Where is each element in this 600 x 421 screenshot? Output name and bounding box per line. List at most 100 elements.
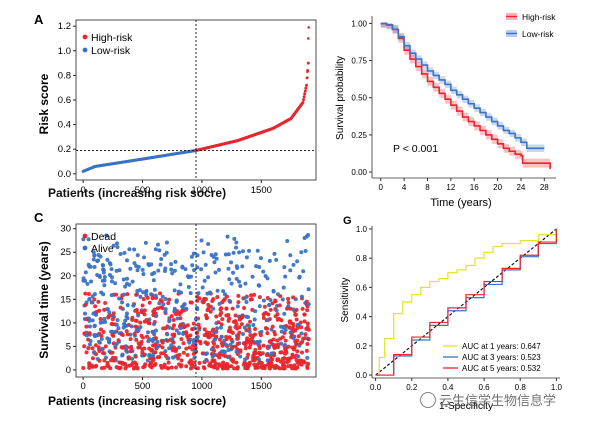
panel-c-point bbox=[230, 330, 235, 335]
panel-c-point bbox=[149, 292, 154, 297]
panel-c-point bbox=[274, 257, 279, 262]
panel-c-point bbox=[246, 352, 251, 357]
panel-c-point bbox=[243, 296, 248, 301]
panel-c-point bbox=[290, 352, 295, 357]
panel-c-point bbox=[155, 344, 160, 349]
panel-b-xtick-label: 24 bbox=[516, 183, 525, 192]
panel-c-point bbox=[179, 337, 184, 342]
panel-c-point bbox=[151, 278, 156, 283]
panel-c-point bbox=[210, 299, 215, 304]
panel-c-point bbox=[92, 292, 97, 297]
panel-c-point bbox=[208, 309, 213, 314]
panel-c-point bbox=[131, 303, 136, 308]
panel-c-point bbox=[174, 347, 179, 352]
panel-c-point bbox=[268, 307, 273, 312]
panel-c-point bbox=[301, 269, 306, 274]
panel-g-ytick-label: 0.6 bbox=[356, 283, 368, 292]
panel-c-point bbox=[193, 345, 198, 350]
panel-c-point bbox=[115, 241, 120, 246]
panel-c-point bbox=[129, 362, 134, 367]
panel-c-point bbox=[218, 307, 223, 312]
panel-c-point bbox=[270, 357, 275, 362]
panel-a-legend-low-marker bbox=[82, 47, 88, 53]
panel-c-point bbox=[304, 348, 309, 353]
panel-c-point bbox=[178, 326, 183, 331]
panel-c-point bbox=[193, 317, 198, 322]
panel-c-point bbox=[189, 366, 194, 371]
panel-c-point bbox=[162, 362, 167, 367]
panel-g-xtick-label: 0.0 bbox=[370, 383, 382, 392]
panel-c-point bbox=[178, 310, 183, 315]
panel-c-point bbox=[188, 300, 193, 305]
panel-c-point bbox=[282, 331, 287, 336]
panel-c-point bbox=[234, 276, 239, 281]
panel-c-point bbox=[133, 354, 138, 359]
panel-c-point bbox=[155, 306, 160, 311]
panel-c-point bbox=[183, 324, 188, 329]
panel-c-point bbox=[120, 300, 125, 305]
panel-c-point bbox=[222, 350, 227, 355]
panel-c-point bbox=[299, 362, 304, 367]
panel-a-xtick-label: 1000 bbox=[191, 185, 212, 196]
panel-c-point bbox=[305, 341, 310, 346]
panel-a-risk-score: A Patients (increasing risk socre) Risk … bbox=[34, 12, 317, 200]
panel-c-point bbox=[93, 312, 98, 317]
panel-g-ytick-label: 1.0 bbox=[356, 225, 368, 234]
panel-c-point bbox=[120, 353, 125, 358]
panel-c-point bbox=[136, 328, 141, 333]
panel-g-roc: G 1-Specificity Sensitivity 0.0 0.2 0.4 0.6… bbox=[340, 215, 562, 412]
panel-c-point bbox=[262, 311, 267, 316]
panel-c-point bbox=[270, 342, 275, 347]
panel-c-xtick-label: 1000 bbox=[191, 381, 212, 392]
panel-c-point bbox=[143, 362, 148, 367]
panel-c-point bbox=[99, 333, 104, 338]
panel-c-point bbox=[178, 282, 183, 287]
panel-c-point bbox=[173, 259, 178, 264]
panel-c-point bbox=[254, 264, 259, 269]
panel-c-point bbox=[297, 274, 302, 279]
panel-c-point bbox=[163, 307, 168, 312]
panel-c-point bbox=[219, 341, 224, 346]
panel-c-point bbox=[224, 337, 229, 342]
panel-c-point bbox=[105, 363, 110, 368]
panel-c-point bbox=[90, 364, 95, 369]
panel-c-point bbox=[271, 289, 276, 294]
panel-c-point bbox=[218, 325, 223, 330]
panel-c-point bbox=[283, 338, 288, 343]
panel-c-point bbox=[163, 310, 168, 315]
panel-c-point bbox=[123, 284, 128, 289]
panel-a-xlabel: Patients (increasing risk socre) bbox=[48, 186, 226, 200]
panel-c-point bbox=[81, 365, 86, 370]
panel-c-point bbox=[95, 272, 100, 277]
panel-c-point bbox=[299, 350, 304, 355]
panel-c-point bbox=[136, 345, 141, 350]
panel-c-point bbox=[109, 329, 114, 334]
panel-c-point bbox=[167, 297, 172, 302]
panel-c-point bbox=[169, 343, 174, 348]
panel-c-point bbox=[248, 319, 253, 324]
panel-c-point bbox=[155, 355, 160, 360]
panel-c-point bbox=[170, 326, 175, 331]
panel-c-point bbox=[288, 253, 293, 258]
panel-c-point bbox=[115, 318, 120, 323]
panel-c-point bbox=[147, 263, 152, 268]
panel-c-point bbox=[305, 325, 310, 330]
panel-c-point bbox=[127, 247, 132, 252]
panel-a-legend-high-marker bbox=[82, 34, 88, 40]
panel-c-point bbox=[283, 327, 288, 332]
panel-c-point bbox=[199, 238, 204, 243]
panel-c-points bbox=[81, 233, 311, 371]
panel-c-point bbox=[87, 316, 92, 321]
panel-c-point bbox=[299, 325, 304, 330]
panel-c-point bbox=[85, 281, 90, 286]
panel-c-point bbox=[89, 279, 94, 284]
panel-a-point bbox=[306, 61, 310, 65]
panel-c-point bbox=[187, 345, 192, 350]
panel-c-point bbox=[153, 293, 158, 298]
panel-c-point bbox=[145, 358, 150, 363]
panel-a-ticks: 0 500 1000 1500 0.0 0.2 0.4 0.6 0.8 1.0 1.2 bbox=[58, 21, 272, 196]
panel-c-point bbox=[117, 296, 122, 301]
panel-c-point bbox=[109, 293, 114, 298]
panel-c-point bbox=[128, 266, 133, 271]
panel-c-point bbox=[270, 324, 275, 329]
